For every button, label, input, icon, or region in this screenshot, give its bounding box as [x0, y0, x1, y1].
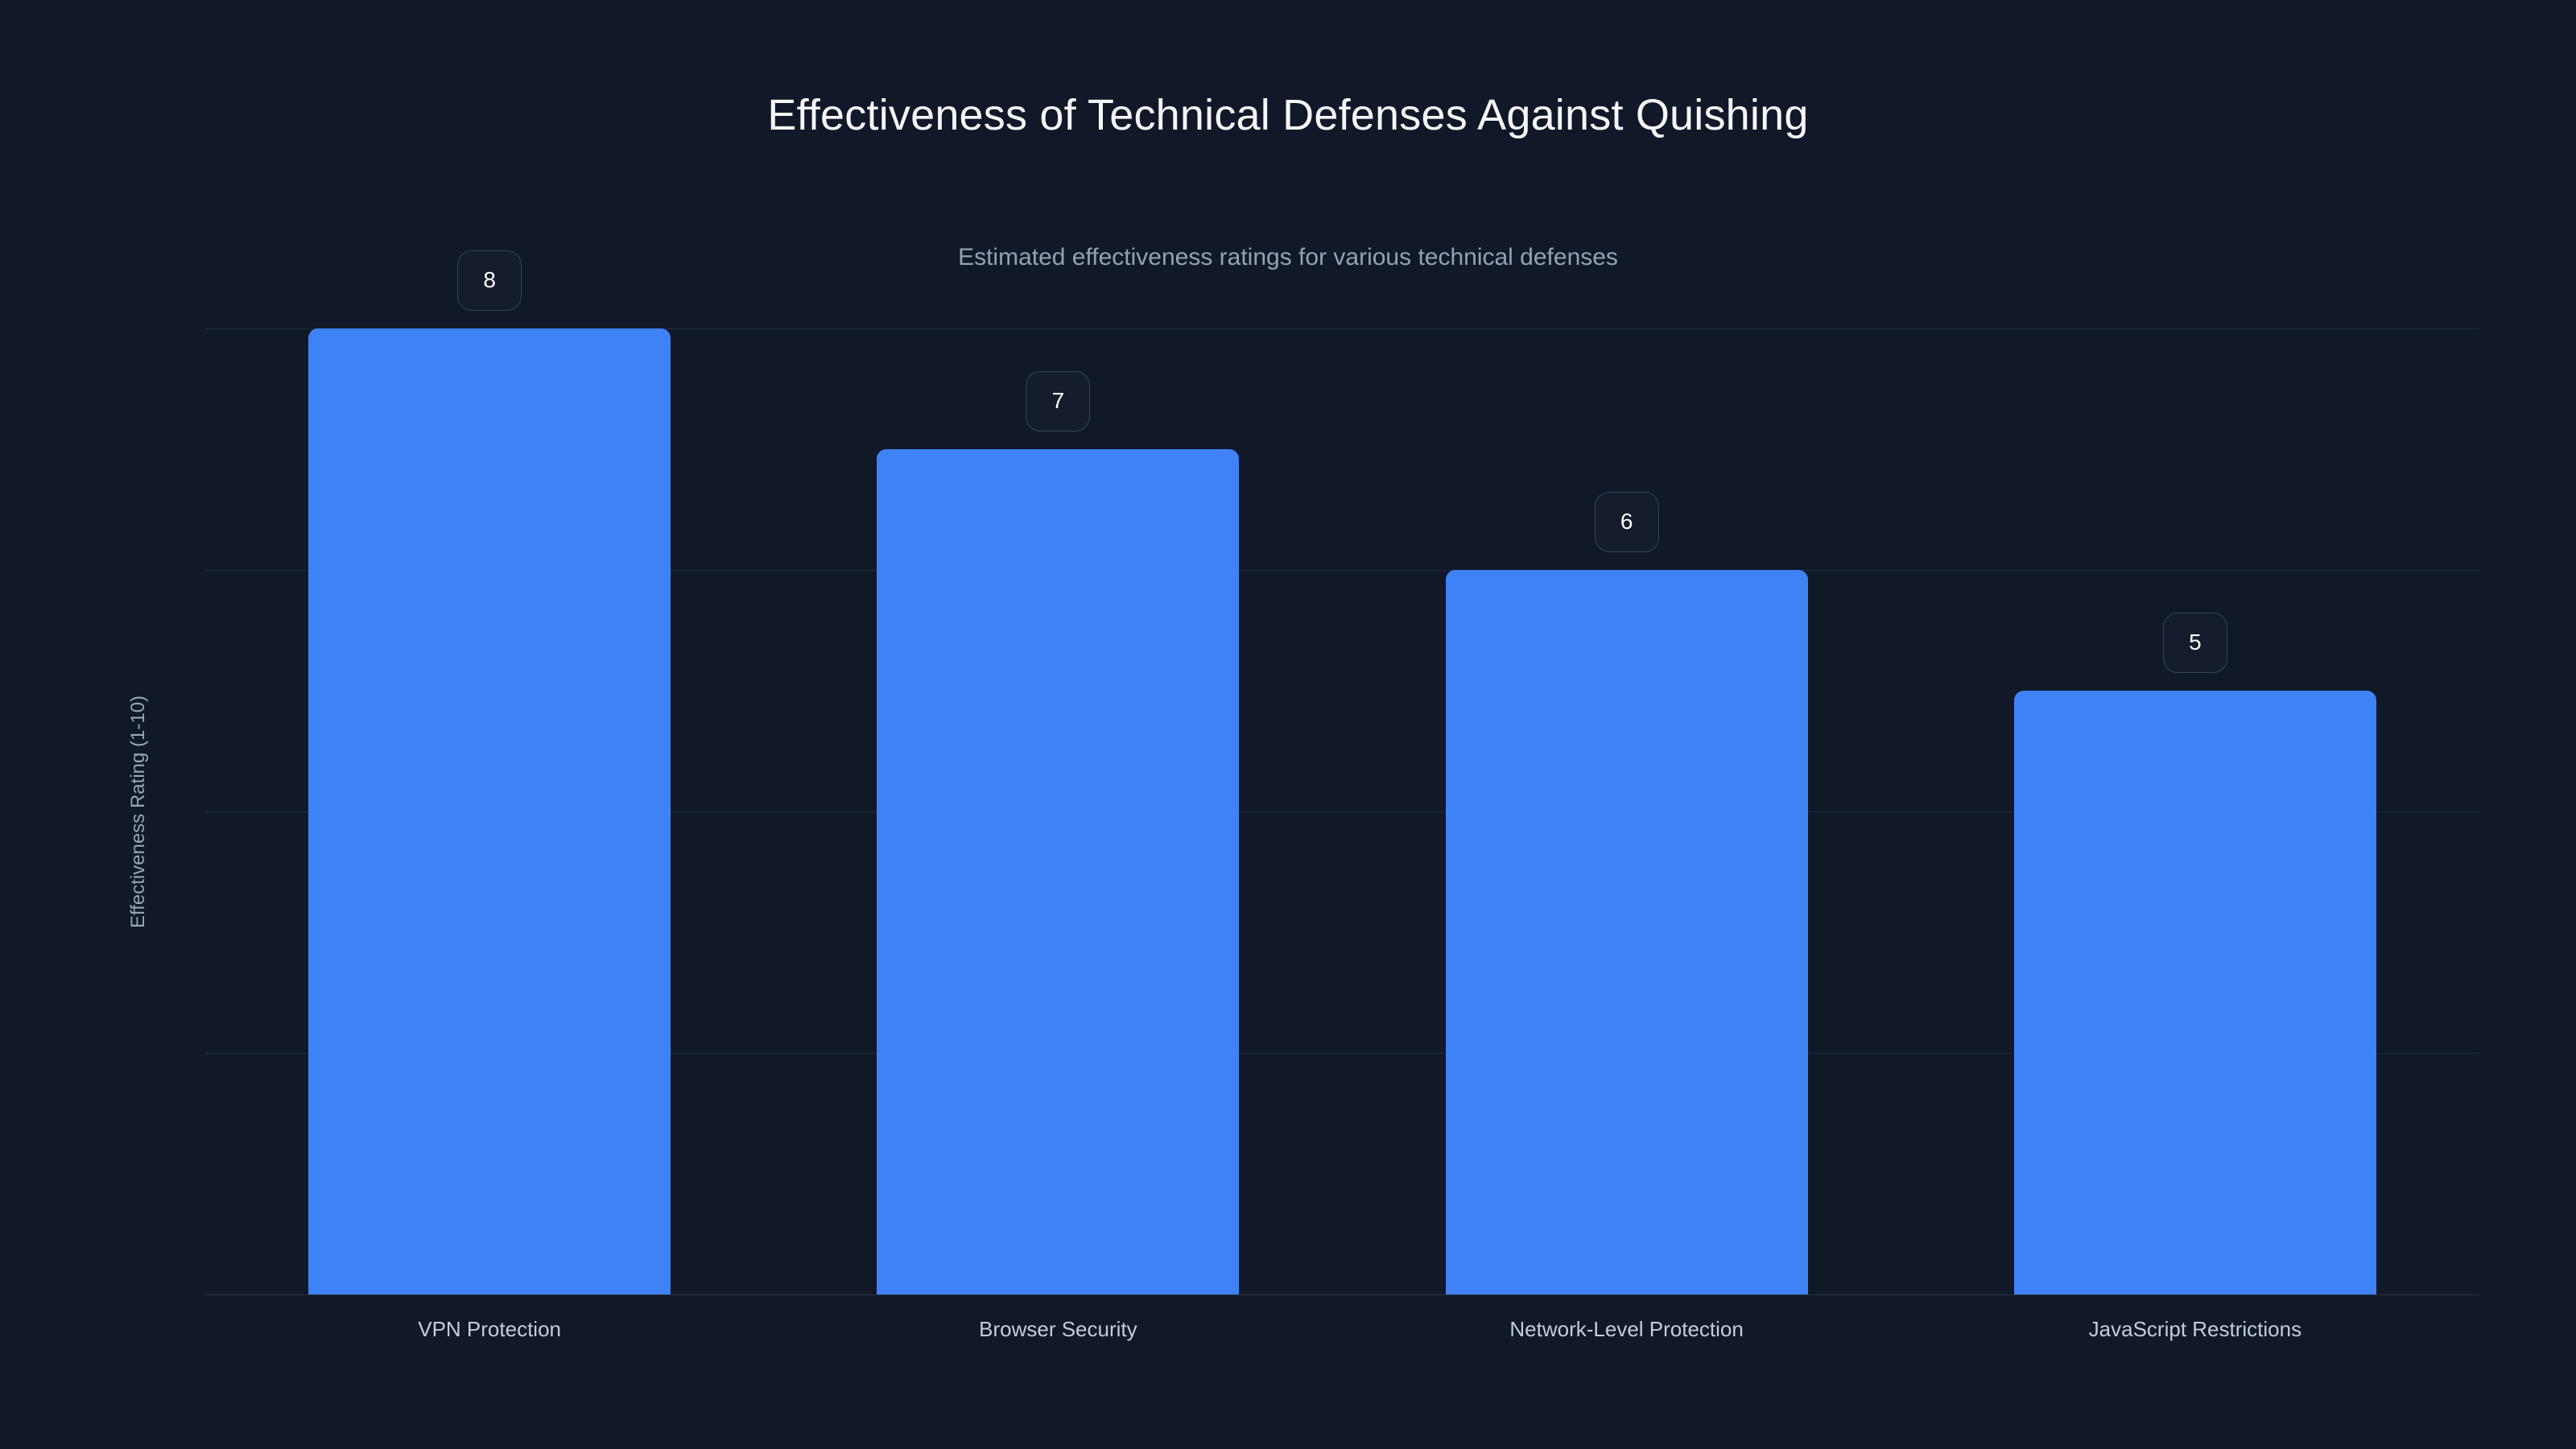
chart-subtitle: Estimated effectiveness ratings for vari…	[958, 244, 1618, 270]
bar-value-badge: 6	[1594, 492, 1659, 552]
gridline	[205, 570, 2479, 571]
bar-group[interactable]: 7 Browser Security	[877, 328, 1240, 1341]
bar-group[interactable]: 8 VPN Protection	[308, 250, 671, 1341]
bar-value-badge: 7	[1026, 371, 1091, 431]
bar[interactable]	[308, 328, 671, 1294]
bar-value-badge: 8	[457, 250, 522, 311]
x-axis-tick-label: JavaScript Restrictions	[2088, 1317, 2302, 1341]
bar[interactable]	[877, 449, 1240, 1294]
gridline	[205, 328, 2479, 329]
bar[interactable]	[1445, 570, 1808, 1294]
gridline	[205, 1294, 2479, 1295]
bar-group[interactable]: 5 JavaScript Restrictions	[2013, 328, 2376, 1341]
gridline	[205, 1053, 2479, 1054]
x-axis-tick-label: Network-Level Protection	[1509, 1317, 1744, 1341]
chart-title: Effectiveness of Technical Defenses Agai…	[767, 91, 1809, 139]
bar[interactable]	[2013, 691, 2376, 1294]
bar-group[interactable]: 6 Network-Level Protection	[1445, 328, 1808, 1341]
bar-value-badge: 5	[2162, 613, 2227, 673]
gridline	[205, 811, 2479, 812]
x-axis-tick-label: Browser Security	[979, 1317, 1137, 1341]
y-axis-title: Effectiveness Rating (1-10)	[127, 695, 149, 928]
x-axis-tick-label: VPN Protection	[418, 1317, 561, 1341]
